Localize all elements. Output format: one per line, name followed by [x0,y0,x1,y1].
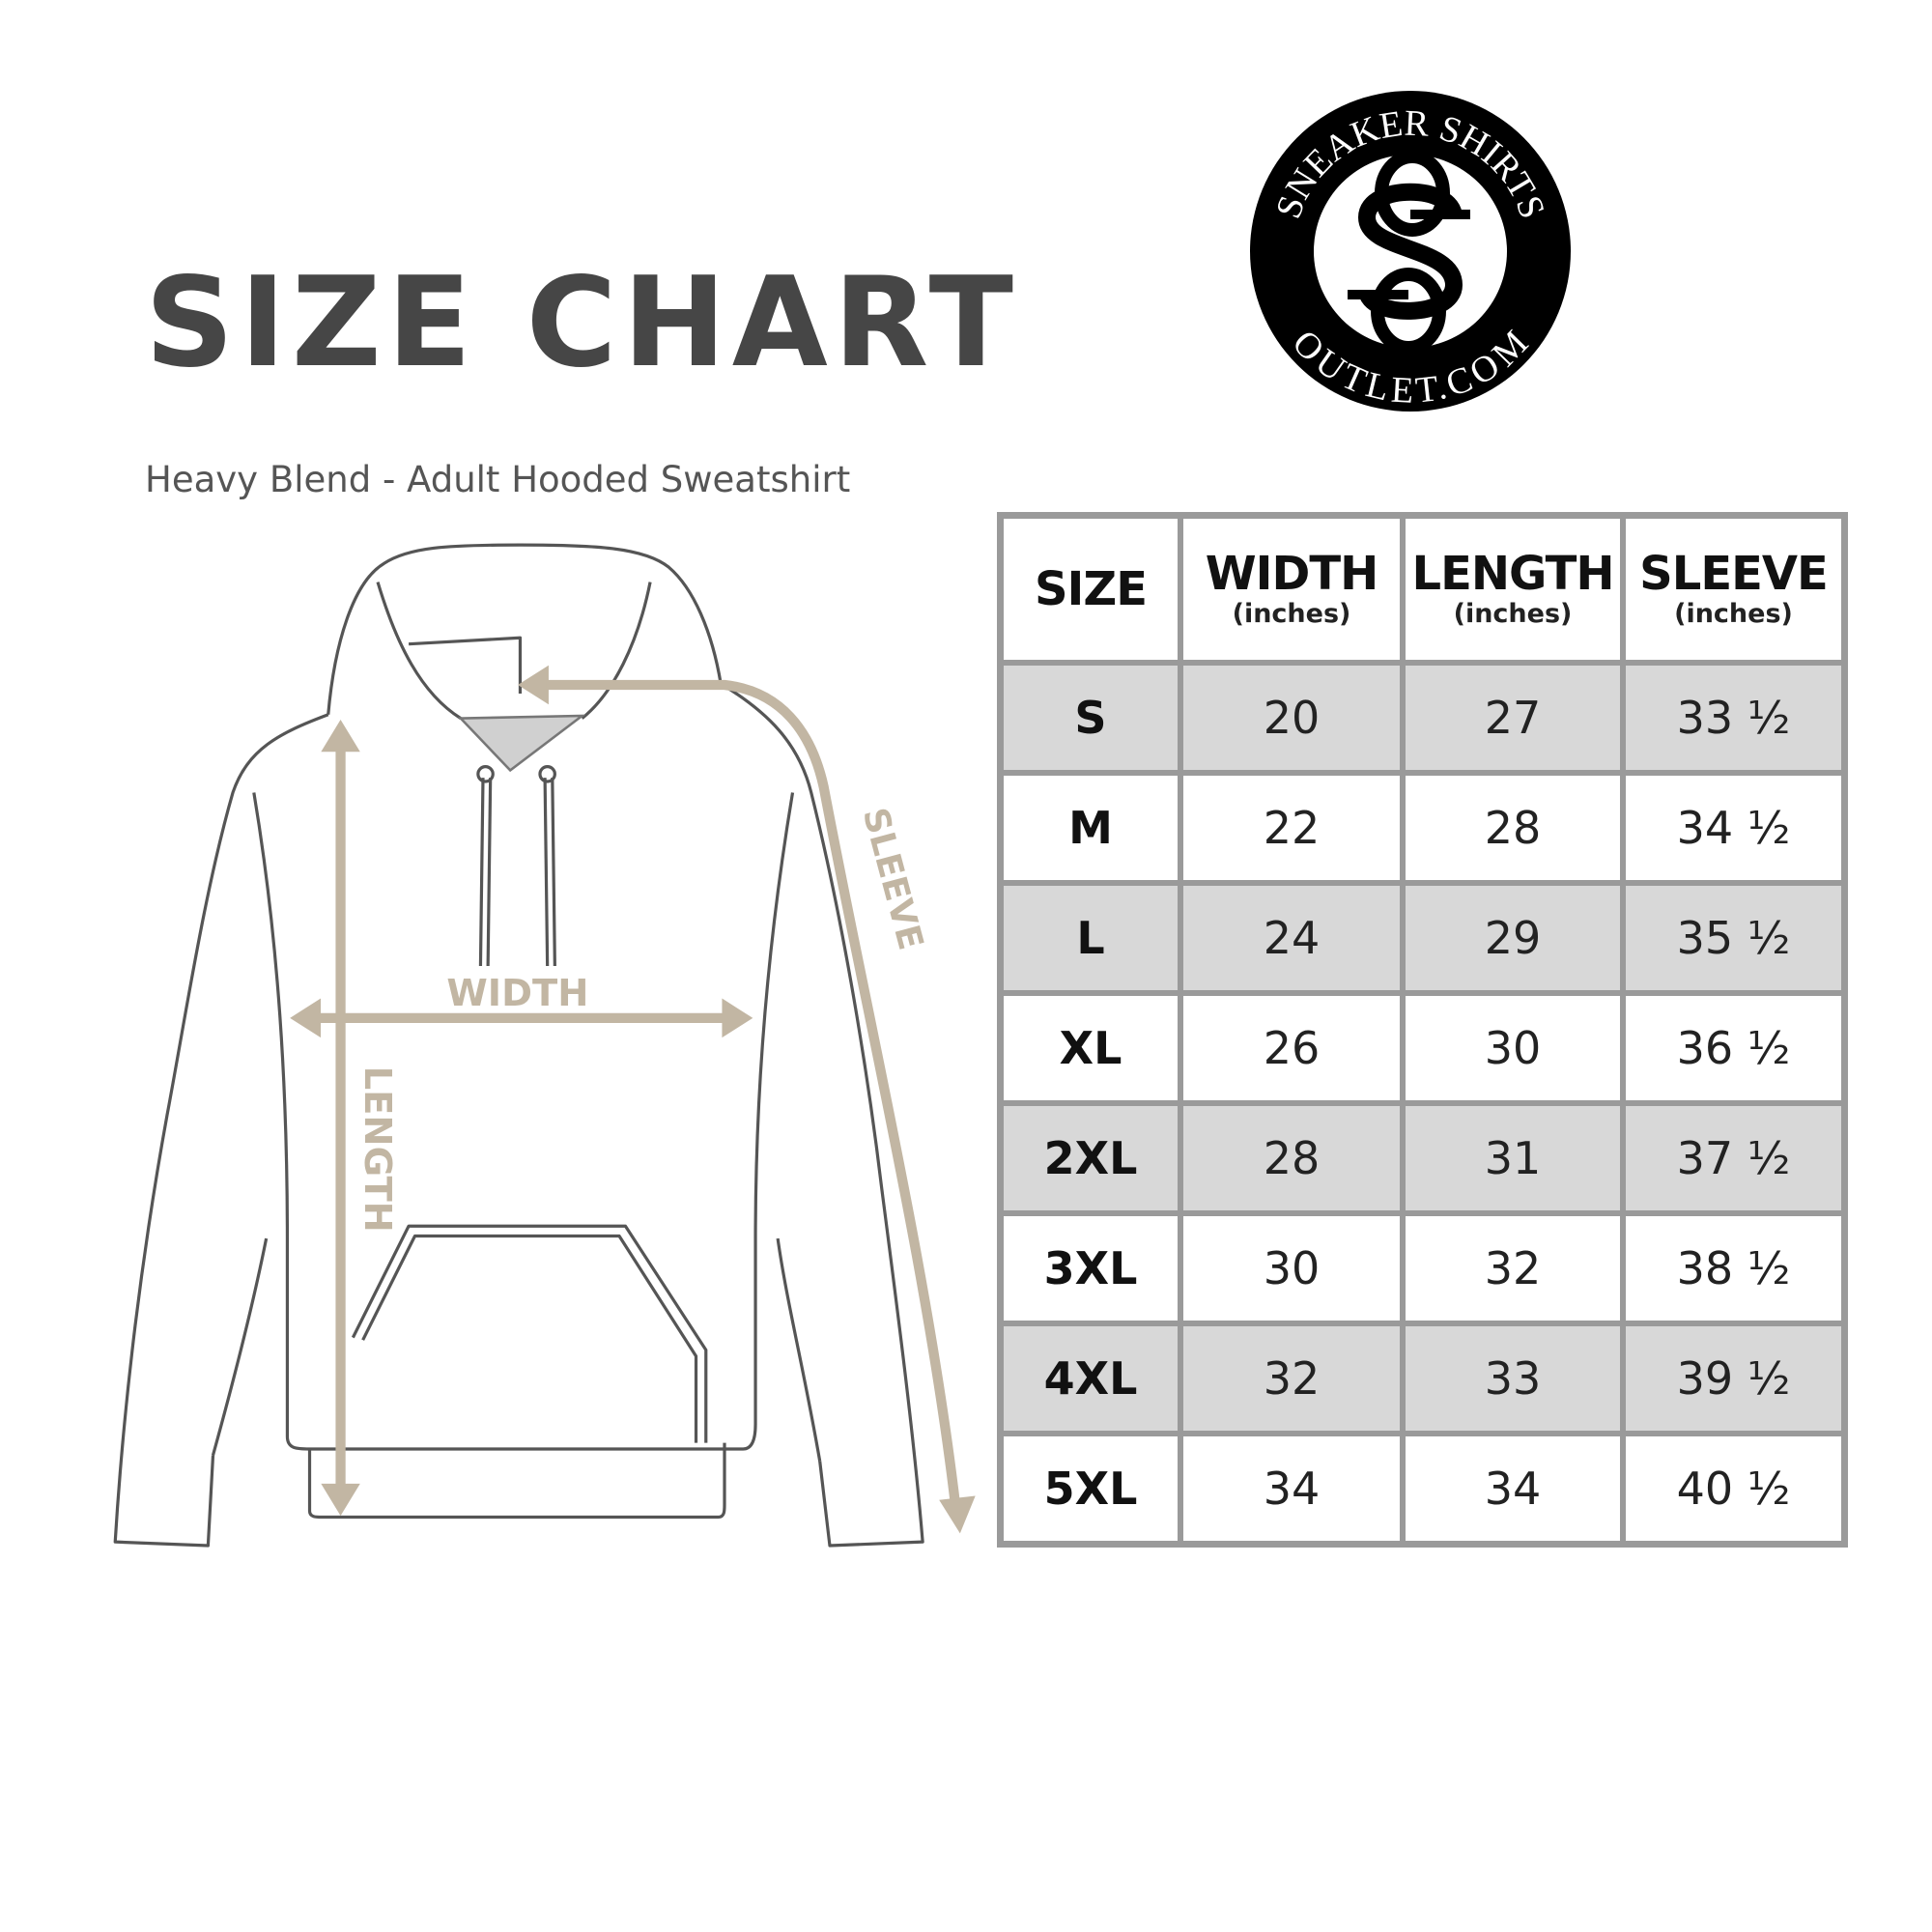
table-row: S 20 27 33 ½ [997,660,1848,776]
cell-sleeve: 35 ½ [1620,880,1848,996]
measurement-arrows [290,665,976,1534]
cell-width: 32 [1178,1321,1406,1436]
table-row: L 24 29 35 ½ [997,880,1848,996]
length-label: LENGTH [355,1066,399,1233]
cell-sleeve: 40 ½ [1620,1431,1848,1548]
width-label: WIDTH [446,972,588,1015]
page-title: SIZE CHART [145,251,1019,395]
sleeve-label: SLEEVE [855,804,930,953]
cell-size: S [997,660,1183,776]
cell-sleeve: 34 ½ [1620,770,1848,886]
cell-width: 20 [1178,660,1406,776]
cell-width: 22 [1178,770,1406,886]
cell-width: 28 [1178,1100,1406,1216]
table-row: 2XL 28 31 37 ½ [997,1100,1848,1216]
cell-width: 30 [1178,1210,1406,1326]
table-row: 4XL 32 33 39 ½ [997,1321,1848,1436]
logo-monogram-icon [1348,150,1470,355]
cell-length: 32 [1400,1210,1626,1326]
cell-length: 34 [1400,1431,1626,1548]
sleeve-arrow [539,679,961,1512]
table-row: 3XL 30 32 38 ½ [997,1210,1848,1326]
cell-sleeve: 33 ½ [1620,660,1848,776]
table-row: XL 26 30 36 ½ [997,990,1848,1106]
cell-width: 34 [1178,1431,1406,1548]
cell-length: 33 [1400,1321,1626,1436]
cell-size: L [997,880,1183,996]
cell-sleeve: 38 ½ [1620,1210,1848,1326]
header-width: WIDTH (inches) [1178,512,1406,666]
cell-sleeve: 37 ½ [1620,1100,1848,1216]
table-header-row: SIZE WIDTH (inches) LENGTH (inches) SLEEVE… [997,512,1848,666]
cell-sleeve: 39 ½ [1620,1321,1848,1436]
neck-lining [457,714,586,773]
cell-length: 29 [1400,880,1626,996]
cell-size: 2XL [997,1100,1183,1216]
header-length: LENGTH (inches) [1400,512,1626,666]
brand-logo: SNEAKER SHIRTS OUTLET.COM [1250,91,1571,412]
table-row: 5XL 34 34 40 ½ [997,1431,1848,1548]
size-table: SIZE WIDTH (inches) LENGTH (inches) SLEEVE… [997,512,1848,1548]
hoodie-outline [113,543,924,1548]
header-sleeve: SLEEVE (inches) [1620,512,1848,666]
cell-length: 30 [1400,990,1626,1106]
product-subtitle: Heavy Blend - Adult Hooded Sweatshirt [145,459,851,500]
cell-sleeve: 36 ½ [1620,990,1848,1106]
cell-size: 3XL [997,1210,1183,1326]
cell-length: 31 [1400,1100,1626,1216]
cell-length: 28 [1400,770,1626,886]
cell-size: 5XL [997,1431,1183,1548]
cell-size: XL [997,990,1183,1106]
cell-size: M [997,770,1183,886]
cell-length: 27 [1400,660,1626,776]
cell-width: 26 [1178,990,1406,1106]
table-row: M 22 28 34 ½ [997,770,1848,886]
header-size: SIZE [997,512,1183,666]
cell-width: 24 [1178,880,1406,996]
cell-size: 4XL [997,1321,1183,1436]
